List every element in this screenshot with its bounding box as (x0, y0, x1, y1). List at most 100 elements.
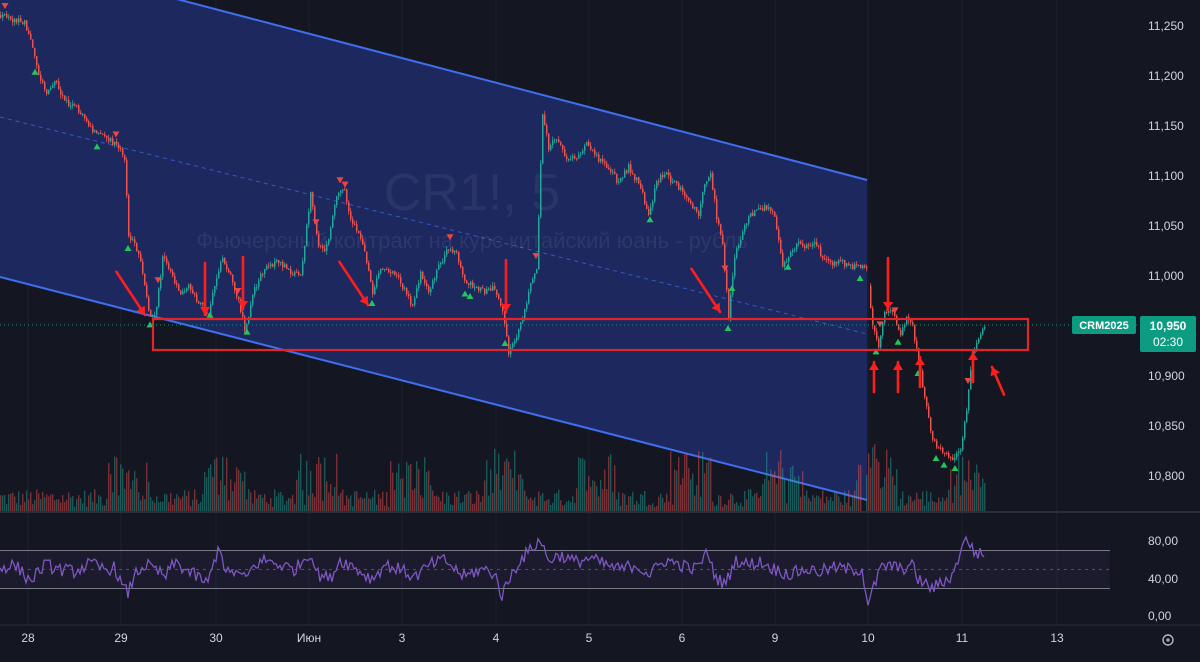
volume-bar (762, 484, 764, 511)
volume-bar (902, 491, 904, 511)
candle-body (866, 267, 868, 269)
volume-bar (548, 499, 550, 511)
candle-body (976, 342, 978, 350)
support-zone-box[interactable] (151, 317, 1030, 352)
volume-bar (656, 505, 658, 511)
candle-body (390, 272, 392, 274)
volume-bar (844, 490, 846, 511)
candle-body (424, 278, 426, 284)
candle-body (790, 252, 792, 258)
volume-bar (572, 496, 574, 511)
candle-body (528, 291, 530, 304)
candle-body (250, 304, 252, 317)
candle-body (360, 232, 362, 239)
candle-body (806, 244, 808, 248)
sell-signal-marker (234, 288, 242, 294)
volume-bar (512, 478, 514, 511)
volume-bar (642, 495, 644, 511)
gear-icon[interactable] (1162, 634, 1174, 646)
volume-bar (468, 490, 470, 511)
volume-bar (690, 479, 692, 511)
candle-body (2, 14, 4, 18)
volume-bar (412, 489, 414, 511)
volume-bar (266, 502, 268, 511)
volume-bar (544, 501, 546, 511)
volume-bar (258, 494, 260, 511)
volume-bar (260, 494, 262, 511)
candle-body (724, 244, 726, 270)
candle-body (680, 187, 682, 190)
rsi-pane[interactable] (0, 535, 1110, 606)
candle-body (830, 260, 832, 263)
volume-bar (60, 502, 62, 511)
candle-body (542, 114, 544, 164)
candle-body (978, 338, 980, 343)
rsi-axis[interactable]: 80,00 40,00 0,00 (1148, 534, 1178, 623)
candle-body (834, 261, 836, 266)
buy-signal-marker (784, 263, 792, 270)
volume-bar (296, 479, 298, 511)
volume-bar (372, 496, 374, 511)
volume-bar (560, 500, 562, 511)
volume-bar (668, 501, 670, 511)
candle-body (582, 150, 584, 154)
candle-body (240, 299, 242, 312)
annotation-arrows[interactable] (115, 255, 1006, 396)
candle-body (684, 191, 686, 196)
volume-bar (670, 451, 672, 511)
volume-bar (94, 489, 96, 511)
candle-body (32, 39, 34, 48)
volume-bar (784, 479, 786, 511)
volume-bar (686, 452, 688, 511)
candle-body (590, 145, 592, 150)
candle-body (504, 311, 506, 325)
volume-bar (678, 456, 680, 511)
volume-bar (178, 496, 180, 511)
volume-bar (718, 495, 720, 511)
candle-body (122, 148, 124, 155)
volume-bar (798, 475, 800, 511)
volume-bar (586, 490, 588, 511)
last-price-label[interactable]: CRM2025 10,950 02:30 (1072, 316, 1196, 352)
volume-bar (838, 496, 840, 511)
candle-body (966, 410, 968, 422)
volume-bar (68, 492, 70, 511)
candle-body (40, 74, 42, 81)
volume-bar (474, 503, 476, 511)
volume-bar (274, 489, 276, 511)
volume-bar (722, 506, 724, 511)
candle-body (112, 138, 114, 145)
volume-bar (140, 500, 142, 511)
volume-bar (768, 480, 770, 511)
candle-body (188, 284, 190, 289)
candle-body (342, 189, 344, 192)
volume-bar (914, 499, 916, 511)
candle-body (4, 13, 6, 15)
price-candles[interactable] (0, 11, 986, 463)
candle-body (156, 306, 158, 315)
time-axis[interactable]: 28 29 30 Июн 3 4 5 6 9 10 11 13 (21, 631, 1064, 645)
volume-bar (574, 503, 576, 511)
volume-bar (514, 450, 516, 511)
candle-body (198, 301, 200, 304)
candle-body (56, 80, 58, 82)
volume-bar (158, 502, 160, 511)
candle-body (914, 325, 916, 341)
candle-body (474, 287, 476, 289)
volume-bar (808, 498, 810, 511)
candle-body (78, 105, 80, 113)
candle-body (488, 288, 490, 290)
volume-bar (806, 490, 808, 511)
last-price-value: 10,950 (1150, 319, 1187, 333)
volume-bar (882, 486, 884, 511)
buy-signal-marker (724, 325, 732, 331)
candle-body (780, 240, 782, 253)
volume-bar (472, 504, 474, 511)
volume-bar (608, 456, 610, 511)
price-axis[interactable]: 11,250 11,200 11,150 11,100 11,050 11,00… (1148, 19, 1185, 483)
volume-bar (972, 489, 974, 511)
candle-body (596, 154, 598, 156)
candle-body (752, 212, 754, 217)
candle-body (352, 219, 354, 224)
